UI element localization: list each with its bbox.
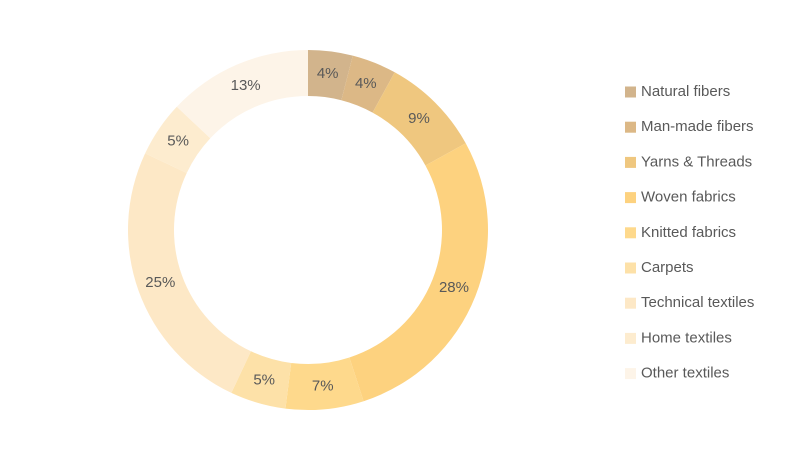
legend-label: Knitted fabrics [641, 224, 736, 241]
legend-label: Technical textiles [641, 294, 754, 311]
donut-segment [372, 72, 466, 166]
donut-segment [349, 143, 488, 402]
legend-label: Home textiles [641, 329, 732, 346]
data-label: 25% [145, 274, 175, 291]
data-label: 4% [317, 65, 339, 82]
donut-segment [145, 106, 211, 173]
legend-swatch [625, 192, 636, 204]
legend-swatch [625, 368, 636, 380]
donut-segment [285, 357, 364, 411]
donut-segment [231, 351, 292, 409]
legend-swatch [625, 227, 636, 239]
donut-segment [127, 153, 251, 393]
data-label: 5% [167, 133, 189, 150]
data-label: 28% [439, 279, 469, 296]
donut-segment [341, 55, 395, 113]
legend-swatch [625, 86, 636, 98]
legend-label: Man-made fibers [641, 118, 754, 135]
legend-label: Yarns & Threads [641, 153, 752, 170]
legend-swatch [625, 121, 636, 133]
legend-swatch [625, 156, 636, 168]
data-label: 9% [408, 110, 430, 127]
legend-swatch [625, 262, 636, 274]
data-label: 7% [312, 377, 334, 394]
legend-label: Natural fibers [641, 83, 730, 100]
data-label: 4% [355, 75, 377, 92]
data-label: 5% [253, 372, 275, 389]
legend-swatch [625, 332, 636, 344]
legend-label: Other textiles [641, 365, 729, 382]
legend-swatch [625, 297, 636, 309]
donut-segment [176, 50, 308, 139]
legend-label: Woven fabrics [641, 189, 736, 206]
data-label: 13% [231, 77, 261, 94]
donut-segment [308, 50, 353, 101]
legend-label: Carpets [641, 259, 694, 276]
